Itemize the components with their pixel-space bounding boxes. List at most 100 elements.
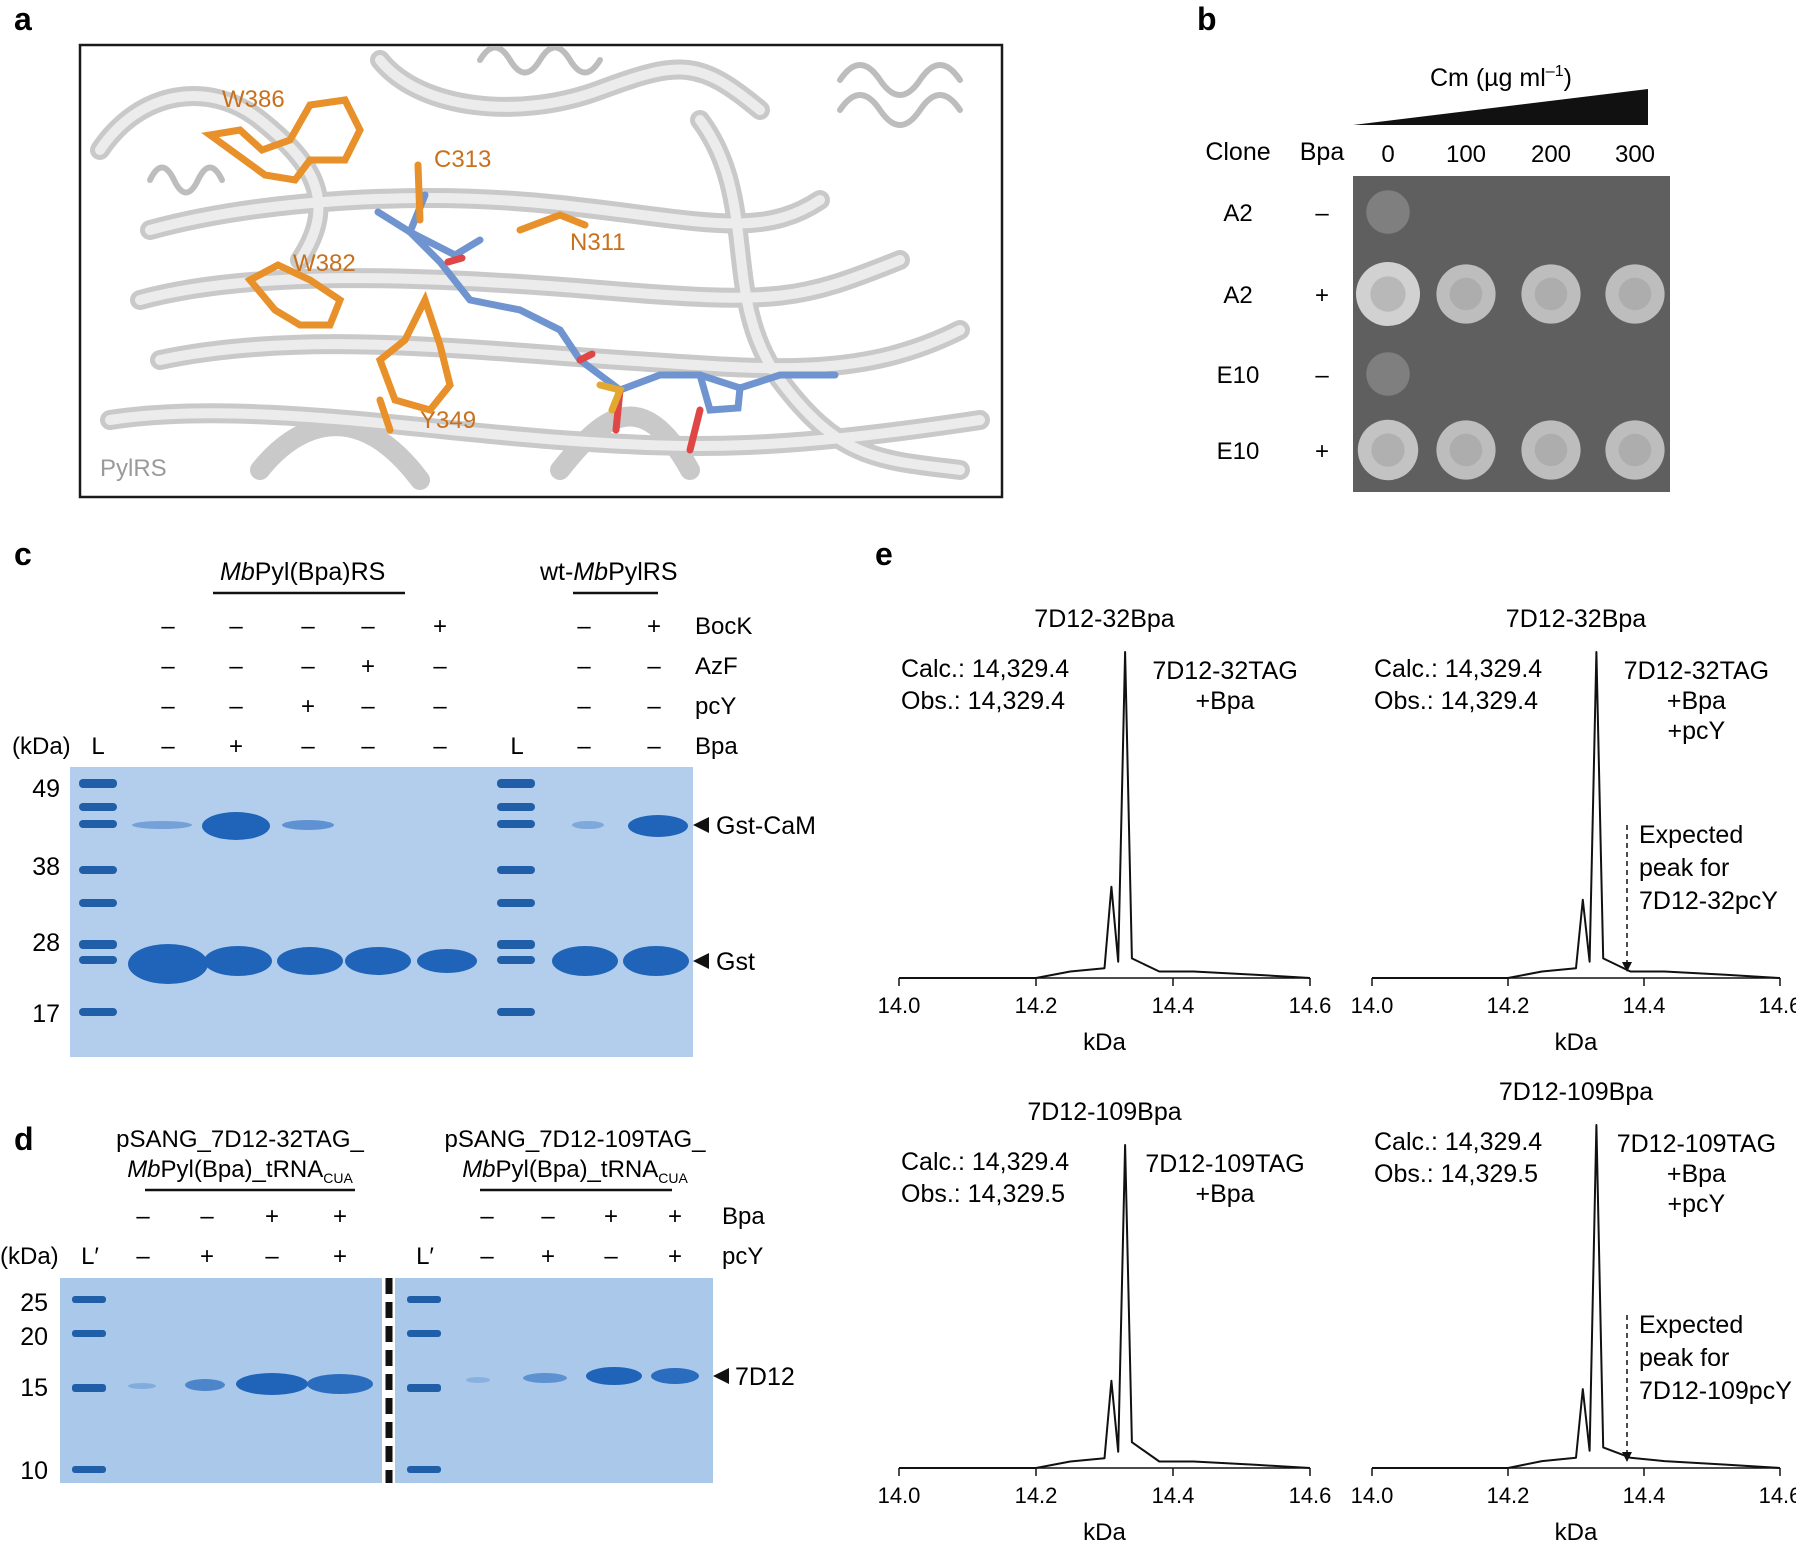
x-tick-label: 14.4 xyxy=(1152,993,1195,1018)
panel-e-letter: e xyxy=(875,536,893,572)
residue-label-w382: W382 xyxy=(293,250,356,277)
row-label-pcy: pcY xyxy=(695,693,736,720)
band-label-gst: Gst xyxy=(716,948,755,976)
ladder-label: L xyxy=(510,733,523,760)
colony-spot xyxy=(1356,262,1420,326)
x-tick-label: 14.2 xyxy=(1487,993,1530,1018)
spectrum-plot: 14.0 14.2 14.4 14.6 kDa 7D12-32Bpa Calc.: 14,3… xyxy=(1351,605,1796,1056)
residue-label-c313: C313 xyxy=(434,146,491,173)
spectrum-trace xyxy=(1372,1124,1781,1469)
panel-c-letter: c xyxy=(14,536,32,572)
x-tick-label: 14.2 xyxy=(1015,1483,1058,1508)
calc-mass: Calc.: 14,329.4 xyxy=(1374,1128,1542,1156)
clone-label: E10 xyxy=(1217,362,1260,389)
pcy-sign: – xyxy=(265,1243,279,1270)
arrow-7d12 xyxy=(713,1368,729,1384)
x-tick-label: 14.6 xyxy=(1289,1483,1332,1508)
condition-sign: – xyxy=(577,733,591,760)
condition-label: 7D12-109TAG xyxy=(1617,1130,1776,1158)
row-label-bpa: Bpa xyxy=(695,733,738,760)
pcy-sign: – xyxy=(136,1243,150,1270)
panel-b-letter: b xyxy=(1197,1,1217,37)
condition-label: +Bpa xyxy=(1667,687,1726,715)
marker-15: 15 xyxy=(20,1374,48,1402)
spectrum-trace xyxy=(899,1144,1311,1469)
condition-sign: + xyxy=(433,613,447,640)
conc-label: 300 xyxy=(1615,141,1655,168)
residue-label-y349: Y349 xyxy=(420,407,476,434)
colony-center xyxy=(1534,433,1568,467)
x-tick-label: 14.0 xyxy=(1351,1483,1394,1508)
condition-sign: – xyxy=(361,733,375,760)
clone-label: E10 xyxy=(1217,438,1260,465)
condition-sign: – xyxy=(161,733,175,760)
group2-line2: MbPyl(Bpa)_tRNACUA xyxy=(462,1156,688,1186)
spectrum-title: 7D12-109Bpa xyxy=(1027,1098,1181,1126)
condition-label: 7D12-32TAG xyxy=(1152,657,1297,685)
colony-center xyxy=(1534,277,1568,311)
x-tick-label: 14.2 xyxy=(1487,1483,1530,1508)
bpa-sign: + xyxy=(265,1203,279,1230)
residue-label-w386: W386 xyxy=(222,86,285,113)
condition-sign: – xyxy=(301,733,315,760)
condition-sign: – xyxy=(647,733,661,760)
colony-spot xyxy=(1366,190,1410,234)
bpa-sign: – xyxy=(136,1203,150,1230)
spectrum-plot: 14.0 14.2 14.4 14.6 kDa 7D12-109Bpa Calc.: 14,… xyxy=(878,1098,1332,1546)
ladder-label: L′ xyxy=(81,1243,99,1270)
colony-center xyxy=(1449,277,1483,311)
marker-25: 25 xyxy=(20,1289,48,1317)
marker-38: 38 xyxy=(32,853,60,881)
spectrum-title: 7D12-32Bpa xyxy=(1506,605,1646,633)
x-tick-label: 14.4 xyxy=(1152,1483,1195,1508)
condition-sign: – xyxy=(361,613,375,640)
condition-sign: – xyxy=(161,693,175,720)
condition-label: 7D12-32TAG xyxy=(1624,657,1769,685)
colony-center xyxy=(1370,276,1406,312)
pcy-sign: + xyxy=(200,1243,214,1270)
obs-mass: Obs.: 14,329.4 xyxy=(1374,687,1538,715)
condition-label: +Bpa xyxy=(1196,687,1255,715)
residues xyxy=(201,96,589,434)
condition-sign: – xyxy=(161,613,175,640)
group2-label: wt-MbPylRS xyxy=(539,558,678,586)
kda-header: (kDa) xyxy=(0,1243,59,1270)
condition-label: +Bpa xyxy=(1667,1160,1726,1188)
expected-peak-note: Expected xyxy=(1639,1311,1743,1339)
bpa-sign: – xyxy=(480,1203,494,1230)
condition-sign: – xyxy=(301,653,315,680)
pcy-sign: + xyxy=(333,1243,347,1270)
group1-label: MbPyl(Bpa)RS xyxy=(220,558,385,586)
spot-rows: A2 – A2 + E10 – E10 + xyxy=(1217,190,1665,481)
condition-sign: – xyxy=(433,733,447,760)
expected-peak-arrowhead xyxy=(1622,1452,1632,1462)
condition-label: +pcY xyxy=(1668,1190,1726,1218)
colony-center xyxy=(1618,277,1652,311)
x-axis-label: kDa xyxy=(1083,1029,1126,1056)
condition-sign: + xyxy=(361,653,375,680)
clone-label: A2 xyxy=(1223,282,1252,309)
ladder-label: L xyxy=(91,733,104,760)
expected-peak-arrowhead xyxy=(1622,962,1632,972)
bpa-sign: + xyxy=(333,1203,347,1230)
row-label-azf: AzF xyxy=(695,653,738,680)
condition-sign: – xyxy=(577,693,591,720)
panel-d-letter: d xyxy=(14,1121,34,1157)
row-label-bpa: Bpa xyxy=(722,1203,765,1230)
x-tick-label: 14.2 xyxy=(1015,993,1058,1018)
condition-sign: + xyxy=(647,613,661,640)
bpa-header: Bpa xyxy=(1300,138,1345,166)
bpa-sign: – xyxy=(1315,200,1329,227)
concentration-gradient-wedge xyxy=(1353,89,1648,125)
ladder-bands xyxy=(79,779,535,1016)
expected-peak-note: Expected xyxy=(1639,821,1743,849)
colony-center xyxy=(1371,433,1405,467)
panel-a-structure: PylRS W386 C313 N311 W382 Y349 xyxy=(78,43,1004,499)
pcy-sign: – xyxy=(480,1243,494,1270)
colony-spot xyxy=(1436,420,1496,480)
condition-label: +Bpa xyxy=(1196,1180,1255,1208)
panel-c-gel: MbPyl(Bpa)RS wt-MbPylRS –––––––+––+––+––… xyxy=(12,558,816,1057)
marker-17: 17 xyxy=(32,1000,60,1028)
x-tick-label: 14.0 xyxy=(1351,993,1394,1018)
x-tick-label: 14.4 xyxy=(1623,993,1666,1018)
